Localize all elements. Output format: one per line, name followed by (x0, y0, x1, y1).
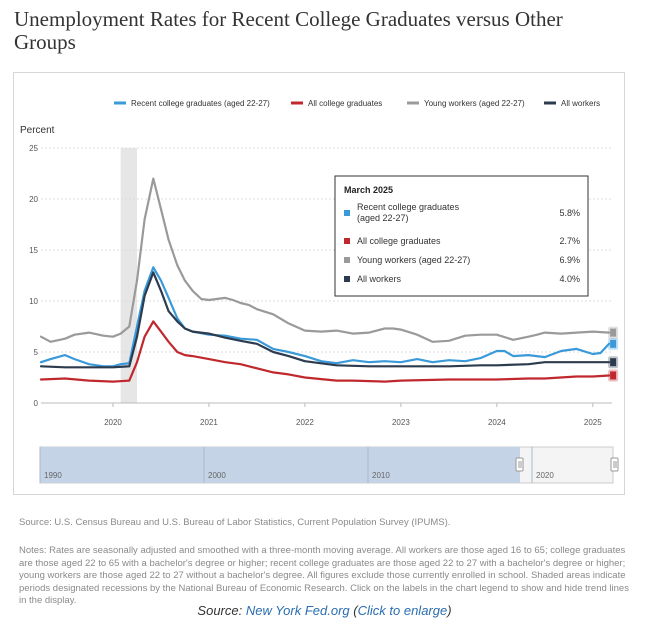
end-marker (610, 371, 617, 380)
tooltip-swatch (344, 257, 350, 263)
page-title: Unemployment Rates for Recent College Gr… (14, 7, 563, 54)
tooltip-box (334, 175, 589, 297)
navigator-label: 2000 (208, 471, 226, 480)
gridlines (41, 147, 612, 404)
tooltip-label: All workers (357, 274, 402, 284)
tooltip-value: 5.8% (559, 208, 580, 218)
x-tick-label: 2020 (104, 418, 122, 427)
y-tick-label: 25 (29, 144, 38, 153)
x-tick-label: 2021 (200, 418, 218, 427)
x-tick-label: 2024 (488, 418, 506, 427)
end-marker (610, 328, 617, 337)
navigator-handle-left[interactable] (515, 457, 524, 472)
tooltip-row-2: All college graduates 2.7% (344, 236, 580, 246)
tooltip-value: 4.0% (559, 274, 580, 284)
y-tick-label: 15 (29, 246, 38, 255)
chart-panel: Recent college graduates (aged 22-27) All… (13, 72, 625, 495)
navigator-handle-right[interactable] (610, 457, 619, 472)
tooltip-row-3: Young workers (aged 22-27) 6.9% (344, 255, 580, 265)
x-tick-label: 2025 (584, 418, 602, 427)
navigator-label: 2020 (536, 471, 554, 480)
tooltip-label: All college graduates (357, 236, 441, 246)
tooltip-swatch (344, 210, 350, 216)
navigator-label: 1990 (44, 471, 62, 480)
tooltip-label: Young workers (aged 22-27) (357, 255, 470, 265)
source-link[interactable]: New York Fed.org (245, 603, 350, 618)
legend-label: All workers (561, 99, 600, 108)
tooltip-value: 2.7% (559, 236, 580, 246)
chart-notes: Notes: Rates are seasonally adjusted and… (19, 545, 629, 606)
caption-prefix: Source: (197, 603, 246, 618)
x-tick-label: 2022 (296, 418, 314, 427)
caption-open-paren: ( (349, 603, 358, 618)
tooltip-value: 6.9% (559, 255, 580, 265)
tooltip-label: Recent college graduates (357, 202, 460, 212)
legend-label: All college graduates (308, 99, 382, 108)
legend-item-2[interactable]: All college graduates (291, 99, 382, 108)
y-axis-ticks: 0 5 10 15 20 25 (29, 144, 38, 408)
y-tick-label: 20 (29, 195, 38, 204)
enlarge-link[interactable]: Click to enlarge (357, 603, 448, 618)
recession-shade (120, 148, 137, 403)
x-axis-ticks: 2020 2021 2022 2023 2024 2025 (104, 403, 602, 427)
series-line-4 (39, 271, 611, 369)
y-tick-label: 10 (29, 297, 38, 306)
tooltip-row-1: Recent college graduates(aged 22-27) 5.8% (344, 202, 580, 223)
legend-item-1[interactable]: Recent college graduates (aged 22-27) (114, 99, 270, 108)
caption-close-paren: ) (447, 603, 452, 618)
end-marker (610, 339, 617, 348)
navigator-label: 2010 (372, 471, 390, 480)
end-marker (610, 358, 617, 367)
series-line-3 (39, 177, 611, 343)
legend-label: Young workers (aged 22-27) (424, 99, 525, 108)
tooltip-title: March 2025 (344, 185, 393, 195)
line-chart: Recent college graduates (aged 22-27) All… (20, 99, 619, 484)
range-navigator[interactable]: 1990 2000 2010 2020 (39, 446, 619, 484)
series-line-1 (39, 266, 611, 368)
source-note: Source: U.S. Census Bureau and U.S. Bure… (19, 517, 451, 528)
tooltip-label-cont: (aged 22-27) (357, 213, 409, 223)
tooltip-row-4: All workers 4.0% (344, 274, 580, 284)
series-lines (39, 177, 611, 383)
series-end-markers (608, 326, 619, 382)
series-line-2 (39, 320, 611, 383)
legend-item-3[interactable]: Young workers (aged 22-27) (407, 99, 525, 108)
navigator-selection[interactable] (40, 447, 520, 483)
legend-item-4[interactable]: All workers (544, 99, 600, 108)
tooltip-swatch (344, 276, 350, 282)
y-axis-label: Percent (20, 125, 55, 136)
legend-label: Recent college graduates (aged 22-27) (131, 99, 270, 108)
figure-caption: Source: New York Fed.org (Click to enlar… (0, 603, 649, 618)
hover-tooltip: March 2025 Recent college graduates(aged … (334, 175, 589, 297)
x-tick-label: 2023 (392, 418, 410, 427)
y-tick-label: 5 (34, 348, 39, 357)
recession-band (120, 148, 137, 403)
chart-legend: Recent college graduates (aged 22-27) All… (114, 99, 600, 108)
y-tick-label: 0 (34, 399, 39, 408)
tooltip-swatch (344, 238, 350, 244)
